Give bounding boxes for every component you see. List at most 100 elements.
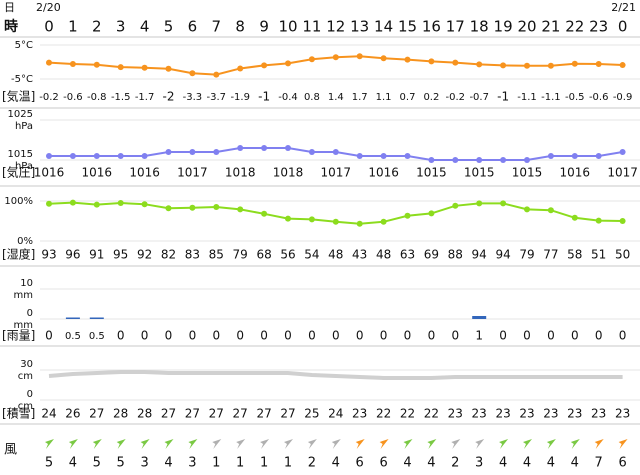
- humidity-point: [332, 218, 339, 225]
- rain-value: 0: [380, 329, 388, 343]
- humidity-point: [117, 200, 124, 206]
- pressure-point: [547, 153, 554, 159]
- wind-speed: 1: [284, 456, 292, 471]
- temperature-point: [595, 61, 602, 68]
- snow-value: 23: [567, 407, 582, 421]
- humidity-value: 94: [472, 248, 487, 262]
- temperature-value: -0.8: [87, 92, 107, 103]
- axis-label: 5°C: [15, 40, 33, 51]
- rain-value: 0: [212, 329, 220, 343]
- pressure-point: [213, 149, 220, 155]
- day-label: 日: [4, 1, 15, 14]
- humidity-point: [237, 206, 244, 213]
- temperature-value: 0.2: [423, 92, 439, 103]
- snow-value: 28: [113, 407, 128, 421]
- temperature-point: [308, 56, 315, 63]
- rain-value: 0: [141, 329, 149, 343]
- wind-arrow: [236, 439, 246, 449]
- temperature-point: [285, 60, 291, 67]
- wind-arrow: [331, 439, 341, 449]
- wind-speed: 4: [523, 456, 531, 471]
- rain-bar: [65, 317, 80, 319]
- pressure-point: [619, 149, 626, 155]
- wind-speed: 4: [499, 456, 507, 471]
- hour: 19: [494, 18, 513, 36]
- pressure-value: 1017: [607, 166, 638, 180]
- row-label: [気圧]: [2, 165, 35, 180]
- wind-arrow: [188, 439, 198, 449]
- humidity-point: [261, 210, 268, 217]
- humidity-value: 85: [209, 248, 224, 262]
- hour: 4: [140, 18, 150, 36]
- date: 2/21: [611, 1, 636, 14]
- hour: 7: [212, 18, 222, 36]
- snow-value: 24: [41, 407, 56, 421]
- axis-label: 0: [27, 389, 33, 400]
- hour: 0: [618, 18, 628, 36]
- temperature-point: [380, 55, 387, 62]
- hour: 0: [44, 18, 54, 36]
- pressure-point: [69, 153, 76, 159]
- wind-speed: 6: [618, 456, 626, 471]
- wind-arrow: [45, 439, 54, 449]
- axis-label: 0: [27, 308, 33, 319]
- temperature-point: [547, 62, 554, 69]
- wind-arrow: [92, 439, 102, 449]
- wind-speed: 1: [212, 456, 220, 471]
- humidity-point: [213, 204, 220, 210]
- snow-value: 27: [256, 407, 271, 421]
- wind-arrow: [140, 439, 150, 449]
- wind-speed: 1: [260, 456, 268, 471]
- temperature-value: -0.6: [63, 92, 83, 103]
- snow-value: 22: [376, 407, 391, 421]
- humidity-value: 79: [519, 248, 534, 262]
- pressure-point: [189, 149, 196, 155]
- humidity-point: [356, 220, 363, 227]
- pressure-point: [571, 153, 578, 159]
- temperature-point: [524, 62, 530, 69]
- temperature-point: [117, 64, 124, 71]
- wind-speed: 3: [140, 456, 148, 471]
- row-label: [積雪]: [2, 406, 35, 421]
- hour: 12: [326, 18, 345, 36]
- humidity-value: 56: [280, 248, 295, 262]
- hour: 16: [422, 18, 441, 36]
- temperature-point: [141, 64, 148, 71]
- hour: 8: [235, 18, 245, 36]
- temperature-value: -1: [258, 90, 270, 104]
- wind-speed: 4: [164, 456, 172, 471]
- wind-arrow: [260, 439, 270, 449]
- row-label: 風: [4, 443, 17, 458]
- humidity-point: [452, 202, 459, 209]
- pressure-point: [141, 153, 148, 159]
- temperature-value: -0.2: [39, 92, 59, 103]
- rain-value: 0: [428, 329, 436, 343]
- pressure-point: [356, 153, 363, 159]
- humidity-value: 51: [591, 248, 606, 262]
- humidity-point: [93, 201, 100, 208]
- temperature-value: 0.7: [400, 92, 416, 103]
- temperature-value: -0.7: [469, 92, 489, 103]
- pressure-point: [93, 153, 100, 159]
- temperature-value: 0.8: [304, 92, 320, 103]
- axis-label: -5°C: [11, 74, 33, 85]
- temperature-point: [237, 65, 244, 72]
- wind-speed: 3: [475, 456, 483, 471]
- humidity-point: [500, 200, 507, 207]
- rain-bar: [89, 317, 104, 319]
- hour: 14: [374, 18, 393, 36]
- humidity-point: [141, 201, 148, 208]
- temperature-value: -1: [497, 90, 509, 104]
- wind-speed: 4: [69, 456, 77, 471]
- humidity-value: 48: [376, 248, 391, 262]
- pressure-value: 1017: [321, 166, 352, 180]
- temperature-point: [332, 54, 339, 61]
- temperature-point: [69, 61, 76, 68]
- wind-speed: 2: [451, 456, 459, 471]
- humidity-point: [46, 200, 52, 207]
- snow-value: 23: [448, 407, 463, 421]
- temperature-point: [428, 58, 435, 65]
- row-label: [気温]: [2, 89, 35, 104]
- humidity-value: 88: [448, 248, 463, 262]
